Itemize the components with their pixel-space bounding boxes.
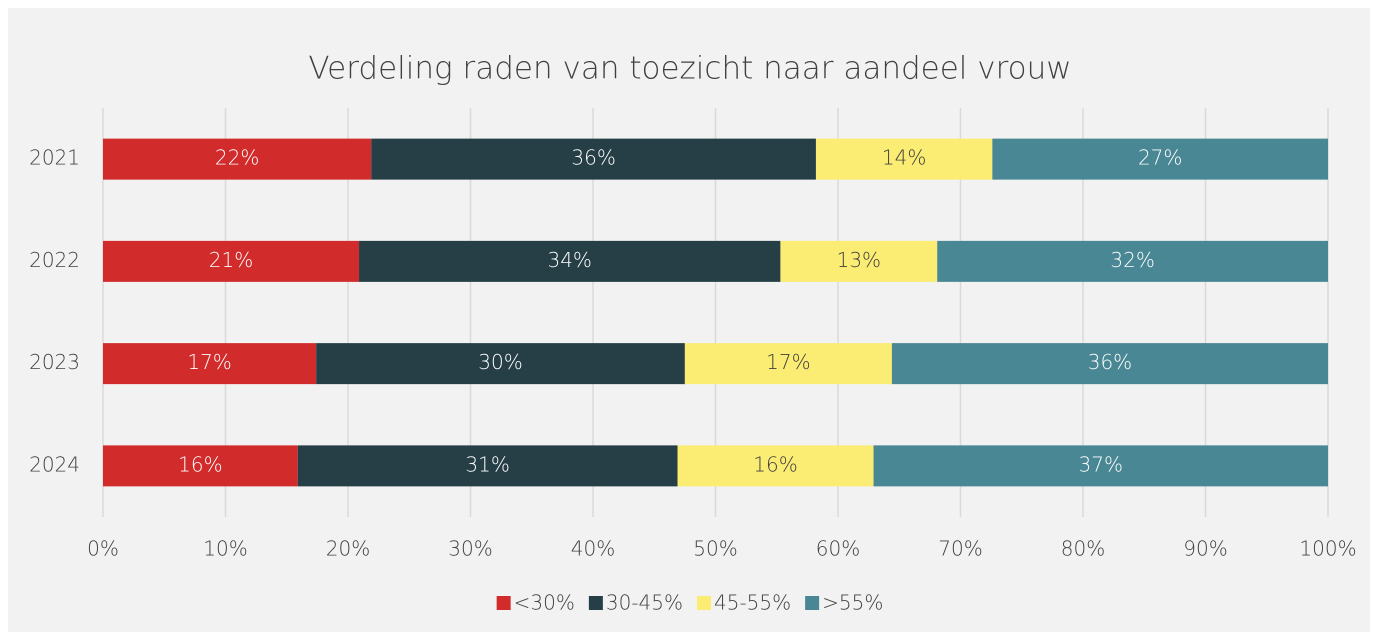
data-label: 16% — [178, 452, 222, 476]
bar-segment — [873, 445, 1328, 487]
legend-label: 45-55% — [714, 591, 791, 615]
data-label: 13% — [837, 248, 881, 272]
data-label: 17% — [187, 350, 231, 374]
x-tick-label: 0% — [87, 537, 119, 561]
legend-swatch — [697, 596, 711, 610]
bar-segment — [359, 240, 781, 282]
bar-segment — [371, 138, 816, 180]
y-tick-label: 2022 — [29, 248, 80, 272]
legend-swatch — [496, 596, 511, 610]
data-label: 36% — [571, 146, 615, 170]
data-label: 21% — [209, 248, 253, 272]
data-label: 22% — [215, 146, 259, 170]
x-tick-label: 80% — [1061, 537, 1105, 561]
bar-segment — [297, 445, 678, 487]
x-tick-label: 70% — [938, 537, 982, 561]
x-tick-label: 50% — [693, 537, 737, 561]
data-label: 27% — [1138, 146, 1182, 170]
bar-segment — [103, 343, 317, 385]
legend-label: >55% — [822, 591, 883, 615]
legend-swatch — [805, 596, 820, 610]
x-tick-label: 100% — [1299, 537, 1356, 561]
bar-segment — [103, 138, 372, 180]
legend-label: 30-45% — [606, 591, 683, 615]
x-tick-label: 60% — [816, 537, 860, 561]
legend-swatch — [588, 596, 603, 610]
bar-segment — [316, 343, 685, 385]
bar-segment — [103, 445, 298, 487]
bar-segment — [780, 240, 938, 282]
x-tick-label: 40% — [571, 537, 615, 561]
data-label: 30% — [478, 350, 522, 374]
bar-segment — [684, 343, 892, 385]
x-tick-label: 20% — [326, 537, 370, 561]
bar-segment — [937, 240, 1328, 282]
data-label: 34% — [547, 248, 591, 272]
bar-segment — [103, 240, 360, 282]
y-tick-label: 2021 — [29, 146, 80, 170]
data-label: 14% — [882, 146, 926, 170]
x-tick-label: 30% — [448, 537, 492, 561]
legend-label: <30% — [514, 591, 575, 615]
chart-title: Verdeling raden van toezicht naar aandee… — [308, 51, 1071, 87]
data-label: 32% — [1110, 248, 1154, 272]
data-label: 17% — [766, 350, 810, 374]
bar-segment — [891, 343, 1328, 385]
data-label: 37% — [1079, 452, 1123, 476]
x-tick-label: 90% — [1183, 537, 1227, 561]
data-label: 16% — [753, 452, 797, 476]
x-tick-label: 10% — [203, 537, 247, 561]
y-tick-label: 2024 — [29, 452, 80, 476]
legend: <30% 30-45% 45-55% >55% — [496, 591, 883, 615]
y-tick-label: 2023 — [29, 350, 80, 374]
chart-background — [8, 8, 1370, 632]
data-label: 31% — [465, 452, 509, 476]
bar-segment — [815, 138, 993, 180]
data-label: 36% — [1088, 350, 1132, 374]
bar-segment — [677, 445, 874, 487]
bar-segment — [992, 138, 1328, 180]
